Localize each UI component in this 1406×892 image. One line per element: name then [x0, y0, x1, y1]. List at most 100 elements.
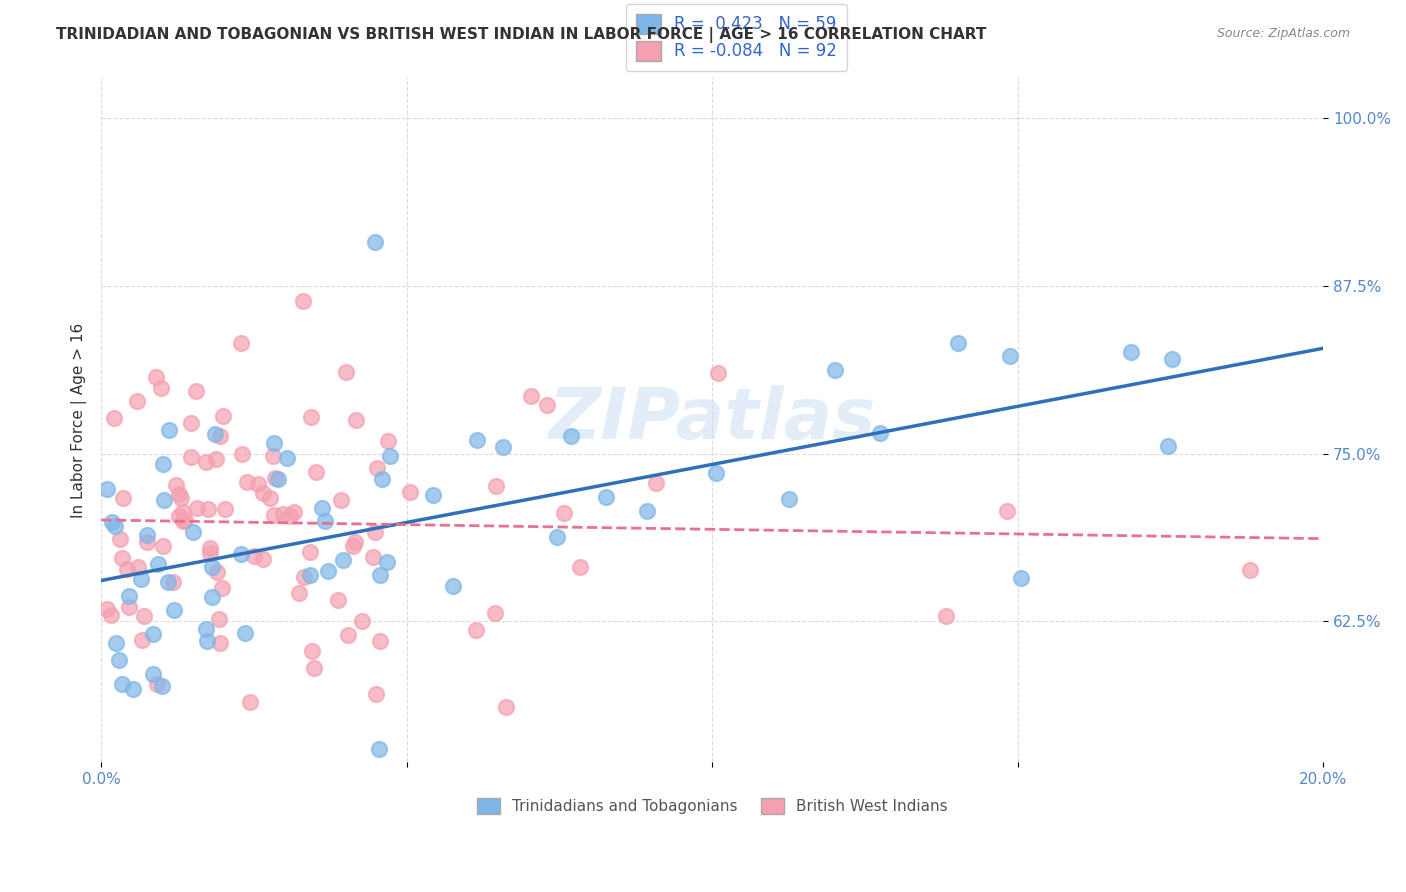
Point — [208, 636, 231, 650]
Point — [117, 600, 139, 615]
Point — [271, 507, 294, 521]
Point — [100, 608, 122, 623]
Point — [152, 457, 174, 471]
Point — [375, 555, 398, 569]
Point — [195, 622, 218, 636]
Point — [326, 593, 349, 607]
Point — [380, 450, 402, 464]
Point — [142, 627, 165, 641]
Point — [824, 362, 846, 376]
Point — [422, 488, 444, 502]
Point — [305, 465, 328, 479]
Point — [299, 544, 322, 558]
Point — [198, 541, 221, 555]
Point — [441, 579, 464, 593]
Point — [127, 560, 149, 574]
Point — [172, 505, 194, 519]
Point — [370, 633, 392, 648]
Point — [104, 518, 127, 533]
Point — [134, 608, 156, 623]
Point — [163, 602, 186, 616]
Point — [318, 564, 340, 578]
Point — [352, 614, 374, 628]
Point — [337, 627, 360, 641]
Point — [560, 428, 582, 442]
Point — [465, 434, 488, 448]
Point — [332, 553, 354, 567]
Y-axis label: In Labor Force | Age > 16: In Labor Force | Age > 16 — [72, 322, 87, 517]
Point — [129, 572, 152, 586]
Point — [368, 567, 391, 582]
Point — [1010, 571, 1032, 585]
Point — [292, 294, 315, 309]
Point — [162, 575, 184, 590]
Point — [121, 682, 143, 697]
Point — [111, 677, 134, 691]
Point — [704, 466, 727, 480]
Text: TRINIDADIAN AND TOBAGONIAN VS BRITISH WEST INDIAN IN LABOR FORCE | AGE > 16 CORR: TRINIDADIAN AND TOBAGONIAN VS BRITISH WE… — [56, 27, 987, 43]
Point — [464, 623, 486, 637]
Point — [172, 514, 194, 528]
Point — [364, 686, 387, 700]
Point — [1160, 352, 1182, 367]
Point — [152, 493, 174, 508]
Point — [197, 502, 219, 516]
Point — [243, 549, 266, 564]
Point — [366, 461, 388, 475]
Point — [131, 632, 153, 647]
Point — [96, 601, 118, 615]
Point — [292, 569, 315, 583]
Point — [344, 413, 367, 427]
Point — [145, 677, 167, 691]
Point — [96, 482, 118, 496]
Point — [301, 643, 323, 657]
Point — [364, 525, 387, 540]
Point — [495, 700, 517, 714]
Point — [103, 410, 125, 425]
Point — [201, 559, 224, 574]
Point — [595, 490, 617, 504]
Point — [184, 384, 207, 398]
Point — [108, 653, 131, 667]
Point — [111, 550, 134, 565]
Point — [263, 508, 285, 522]
Point — [330, 492, 353, 507]
Point — [484, 606, 506, 620]
Point — [398, 484, 420, 499]
Point — [536, 398, 558, 412]
Point — [869, 425, 891, 440]
Point — [180, 416, 202, 430]
Point — [1119, 344, 1142, 359]
Point — [298, 567, 321, 582]
Point — [264, 471, 287, 485]
Point — [118, 589, 141, 603]
Point — [167, 487, 190, 501]
Point — [214, 501, 236, 516]
Point — [335, 365, 357, 379]
Point — [186, 500, 208, 515]
Point — [485, 479, 508, 493]
Point — [165, 478, 187, 492]
Point — [546, 530, 568, 544]
Point — [520, 389, 543, 403]
Point — [998, 349, 1021, 363]
Point — [636, 504, 658, 518]
Point — [108, 532, 131, 546]
Point — [568, 560, 591, 574]
Point — [101, 515, 124, 529]
Point — [231, 336, 253, 351]
Point — [231, 447, 253, 461]
Point — [644, 476, 666, 491]
Point — [204, 452, 226, 467]
Point — [125, 394, 148, 409]
Point — [267, 472, 290, 486]
Point — [104, 635, 127, 649]
Point — [262, 449, 284, 463]
Point — [233, 626, 256, 640]
Legend: Trinidadians and Tobagonians, British West Indians: Trinidadians and Tobagonians, British We… — [468, 789, 956, 823]
Point — [149, 381, 172, 395]
Point — [276, 451, 298, 466]
Point — [142, 667, 165, 681]
Point — [948, 336, 970, 351]
Point — [136, 535, 159, 549]
